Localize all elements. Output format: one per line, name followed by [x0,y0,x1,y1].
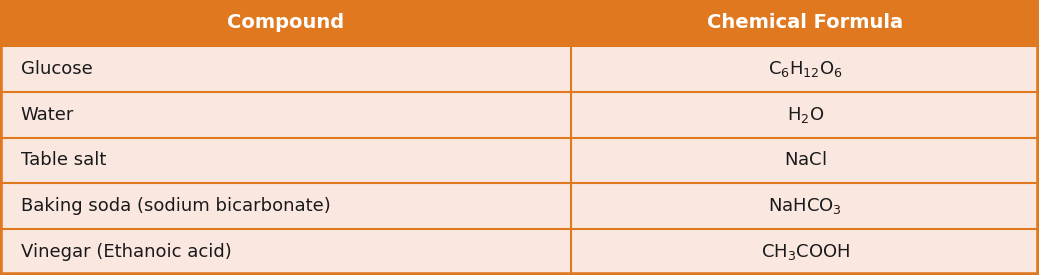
Text: $\mathregular{H_2O}$: $\mathregular{H_2O}$ [787,104,824,125]
Bar [0,92,1039,138]
Text: Chemical Formula: Chemical Formula [708,13,903,32]
Bar [0,183,1039,229]
Text: Compound: Compound [228,13,344,32]
Text: Baking soda (sodium bicarbonate): Baking soda (sodium bicarbonate) [21,197,330,215]
Bar [0,229,1039,275]
Text: $\mathregular{NaCl}$: $\mathregular{NaCl}$ [784,152,826,169]
Text: $\mathregular{NaHCO_3}$: $\mathregular{NaHCO_3}$ [768,196,843,216]
Bar [0,46,1039,92]
Text: Glucose: Glucose [21,60,92,78]
Bar [0,0,1039,46]
Text: Vinegar (Ethanoic acid): Vinegar (Ethanoic acid) [21,243,232,261]
Text: Water: Water [21,106,74,123]
Text: $\mathregular{C_6H_{12}O_6}$: $\mathregular{C_6H_{12}O_6}$ [768,59,843,79]
Bar [0,138,1039,183]
Text: Table salt: Table salt [21,152,106,169]
Text: $\mathregular{CH_3COOH}$: $\mathregular{CH_3COOH}$ [761,242,850,262]
